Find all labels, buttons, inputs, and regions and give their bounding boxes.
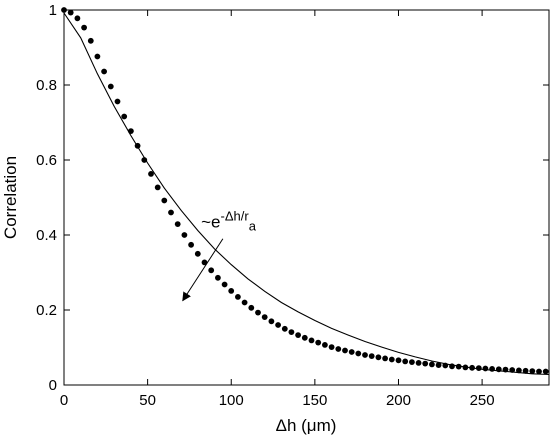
x-tick-label: 50 — [139, 392, 156, 409]
data-point — [395, 357, 402, 364]
data-point — [127, 128, 134, 135]
data-point — [495, 366, 502, 373]
data-point — [94, 53, 101, 60]
axis-ticks: 0 50 100 150 200 250 0 0.2 0.4 0.6 0.8 1 — [36, 2, 549, 409]
data-point — [469, 364, 475, 371]
data-point — [536, 368, 542, 375]
data-point — [87, 37, 94, 44]
data-point — [529, 368, 536, 374]
data-point — [255, 309, 261, 316]
y-tick-label: 0.8 — [36, 77, 57, 94]
x-tick-label: 0 — [60, 392, 68, 409]
data-point — [134, 142, 141, 149]
data-point — [429, 361, 435, 368]
data-point — [295, 332, 301, 338]
data-point — [462, 364, 469, 371]
x-tick-label: 100 — [219, 392, 244, 409]
data-point — [348, 349, 355, 355]
data-point — [168, 209, 174, 216]
data-point — [475, 365, 482, 371]
annotation-label: ~e-Δh/ra — [201, 209, 257, 234]
data-point — [516, 367, 522, 374]
annotation-arrow — [182, 238, 224, 302]
data-point — [241, 299, 248, 306]
data-point — [221, 281, 228, 288]
data-point — [375, 354, 382, 361]
y-axis-title: Correlation — [1, 156, 20, 239]
data-point — [422, 360, 429, 367]
annotation-subscript: a — [249, 219, 257, 234]
plot-background — [64, 10, 549, 385]
data-point — [362, 352, 368, 358]
data-point — [215, 274, 221, 281]
data-point — [181, 232, 188, 238]
data-point — [509, 367, 516, 373]
data-point — [402, 358, 409, 365]
data-point — [188, 241, 195, 248]
data-point — [74, 15, 81, 22]
data-point — [308, 337, 315, 344]
annotation-prefix: ~e — [201, 213, 220, 232]
data-point — [148, 171, 154, 177]
data-point — [315, 339, 322, 346]
data-point — [174, 221, 181, 228]
data-point — [194, 250, 201, 257]
annotation-exponent: -Δh/r — [221, 209, 250, 224]
y-tick-label: 0.2 — [36, 302, 57, 319]
data-point — [67, 9, 74, 16]
y-tick-label: 1 — [49, 2, 57, 19]
data-point — [201, 259, 208, 266]
data-point — [482, 365, 489, 372]
data-point — [435, 362, 442, 368]
data-points-layer — [61, 7, 549, 375]
data-point — [268, 318, 275, 325]
data-point — [228, 288, 235, 294]
data-point — [449, 363, 455, 370]
y-tick-label: 0.4 — [36, 227, 57, 244]
data-point — [489, 366, 495, 372]
data-point — [261, 314, 268, 320]
data-point — [455, 363, 462, 370]
data-point — [248, 304, 255, 311]
x-tick-label: 250 — [470, 392, 495, 409]
data-point — [415, 360, 422, 366]
data-point — [121, 113, 128, 120]
x-axis-title: Δh (μm) — [276, 416, 337, 435]
x-tick-label: 200 — [386, 392, 411, 409]
data-point — [342, 347, 348, 354]
y-tick-label: 0 — [49, 377, 57, 394]
fit-annotation: ~e-Δh/ra — [182, 209, 257, 302]
data-point — [409, 359, 415, 365]
data-point — [114, 98, 121, 105]
data-point — [107, 83, 114, 90]
data-point — [502, 366, 509, 373]
data-point — [81, 24, 87, 31]
data-point — [281, 325, 288, 332]
x-tick-label: 150 — [302, 392, 327, 409]
data-point — [355, 350, 362, 357]
data-point — [301, 334, 308, 341]
data-point — [161, 197, 168, 204]
data-point — [542, 368, 549, 375]
data-point — [322, 342, 328, 348]
data-point — [288, 329, 295, 335]
y-tick-label: 0.6 — [36, 152, 57, 169]
data-point — [154, 184, 161, 191]
data-point — [141, 157, 148, 163]
data-point — [275, 322, 281, 328]
data-point — [388, 356, 395, 363]
data-point — [235, 294, 241, 300]
data-point — [442, 362, 449, 369]
data-point — [522, 367, 529, 374]
data-point — [368, 353, 375, 359]
data-point — [101, 68, 107, 75]
data-point — [335, 346, 342, 352]
data-point — [328, 344, 335, 350]
data-point — [208, 267, 215, 274]
plot-frame — [63, 9, 550, 386]
data-point — [382, 355, 388, 362]
